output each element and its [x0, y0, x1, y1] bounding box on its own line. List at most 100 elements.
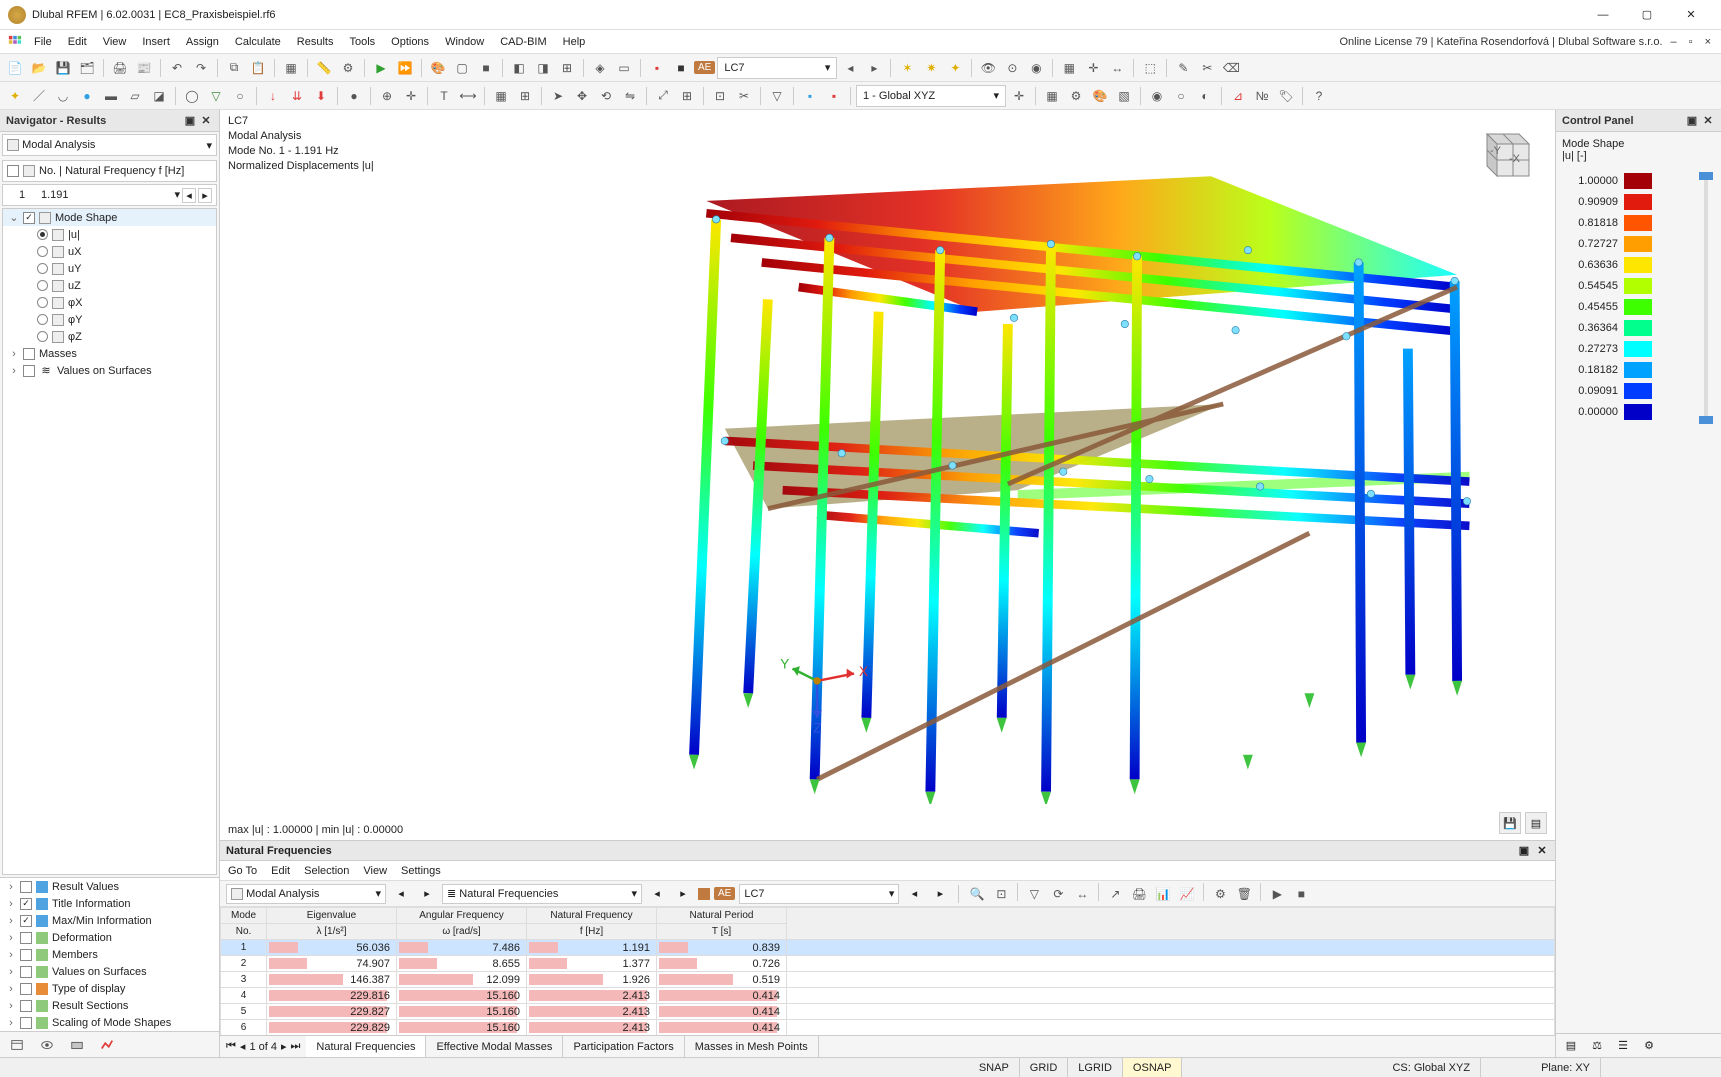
tab-prev-icon[interactable]: ◂: [240, 1040, 246, 1053]
freq-prev-icon[interactable]: ◂: [182, 188, 196, 203]
sq3-icon[interactable]: ▪: [799, 85, 821, 107]
ax-icon[interactable]: ⊿: [1227, 85, 1249, 107]
print-icon[interactable]: 🖨: [109, 57, 131, 79]
freq-cfg-icon[interactable]: ⚙: [1209, 883, 1231, 905]
nav-tab-display-icon[interactable]: [36, 1034, 58, 1056]
tab-next-icon[interactable]: ▸: [281, 1040, 287, 1053]
view3-icon[interactable]: ⊞: [556, 57, 578, 79]
axes-icon[interactable]: ✛: [1082, 57, 1104, 79]
navbottom-values-on-surfaces[interactable]: ›Values on Surfaces: [0, 963, 219, 980]
sq1-icon[interactable]: ▪: [646, 57, 668, 79]
freq-tab-natural-frequencies[interactable]: Natural Frequencies: [306, 1035, 426, 1057]
vos-check[interactable]: [23, 365, 35, 377]
mdi-close[interactable]: ×: [1701, 36, 1715, 48]
radio-5[interactable]: [37, 314, 48, 325]
opening-icon[interactable]: ◯: [181, 85, 203, 107]
freq-zoom-sel-icon[interactable]: 🔍: [966, 883, 988, 905]
arrow-icon[interactable]: ➤: [547, 85, 569, 107]
freq-next3-icon[interactable]: ▸: [929, 883, 951, 905]
redo-icon[interactable]: ↷: [190, 57, 212, 79]
menu-insert[interactable]: Insert: [134, 30, 178, 53]
radio-2[interactable]: [37, 263, 48, 274]
freq-stop-icon[interactable]: ■: [1290, 883, 1312, 905]
status-grid[interactable]: GRID: [1020, 1058, 1069, 1077]
freq-next1-icon[interactable]: ▸: [416, 883, 438, 905]
clip-icon[interactable]: ✂: [733, 85, 755, 107]
arc-icon[interactable]: ◡: [52, 85, 74, 107]
tree-component-u[interactable]: |u|: [3, 226, 216, 243]
mdi-minimize[interactable]: –: [1667, 36, 1681, 48]
nav-tab-views-icon[interactable]: [66, 1034, 88, 1056]
cp-tab-list-icon[interactable]: ☰: [1612, 1035, 1634, 1057]
navbottom-members[interactable]: ›Members: [0, 946, 219, 963]
panel-close-icon[interactable]: ✕: [199, 114, 213, 128]
nav-tab-data-icon[interactable]: [6, 1034, 28, 1056]
cs1-icon[interactable]: ⊕: [376, 85, 398, 107]
tree-component-X[interactable]: φX: [3, 294, 216, 311]
copy-icon[interactable]: ⧉: [223, 57, 245, 79]
block-icon[interactable]: ▦: [280, 57, 302, 79]
freq-undock-icon[interactable]: ▣: [1517, 844, 1531, 858]
wire-icon[interactable]: ▢: [451, 57, 473, 79]
undo-icon[interactable]: ↶: [166, 57, 188, 79]
show3-icon[interactable]: ◐: [1194, 85, 1216, 107]
tree-component-Z[interactable]: φZ: [3, 328, 216, 345]
show2-icon[interactable]: ○: [1170, 85, 1192, 107]
freq-value-row[interactable]: 1 1.191 ▾ ◂ ▸: [2, 184, 217, 206]
menu-view[interactable]: View: [95, 30, 135, 53]
viewiso-icon[interactable]: ◈: [589, 57, 611, 79]
wand-icon[interactable]: ✦: [4, 85, 26, 107]
viewport-legend-icon[interactable]: ▤: [1525, 812, 1547, 834]
menu-help[interactable]: Help: [555, 30, 594, 53]
freq-print-icon[interactable]: 🖨: [1128, 883, 1150, 905]
mode-shape-check[interactable]: ✓: [23, 212, 35, 224]
tree-component-uX[interactable]: uX: [3, 243, 216, 260]
lbl-icon[interactable]: 🏷: [1275, 85, 1297, 107]
view1-icon[interactable]: ◧: [508, 57, 530, 79]
cs2-icon[interactable]: ✛: [400, 85, 422, 107]
load-icon[interactable]: ↓: [262, 85, 284, 107]
undock-icon[interactable]: ▣: [183, 114, 197, 128]
freq-close-icon[interactable]: ✕: [1535, 844, 1549, 858]
lc-combo[interactable]: LC7▾: [717, 57, 837, 79]
radio-0[interactable]: [37, 229, 48, 240]
freq-menu-view[interactable]: View: [363, 865, 387, 877]
freq-anim-icon[interactable]: ▶: [1266, 883, 1288, 905]
star2-icon[interactable]: ✷: [920, 57, 942, 79]
filter-icon[interactable]: ▽: [766, 85, 788, 107]
freq-dropdown-icon[interactable]: ▾: [174, 188, 180, 203]
save-icon[interactable]: 💾: [52, 57, 74, 79]
tree-values-surfaces[interactable]: › ≋ Values on Surfaces: [3, 362, 216, 379]
freq-analysis-combo[interactable]: Modal Analysis▾: [226, 884, 386, 904]
hinge-icon[interactable]: ○: [229, 85, 251, 107]
navbottom-deformation[interactable]: ›Deformation: [0, 929, 219, 946]
freq-export-icon[interactable]: ↗: [1104, 883, 1126, 905]
freq-prev1-icon[interactable]: ◂: [390, 883, 412, 905]
scale-icon[interactable]: ⤢: [652, 85, 674, 107]
status-snap[interactable]: SNAP: [969, 1058, 1020, 1077]
navbottom-max/min-information[interactable]: ›✓Max/Min Information: [0, 912, 219, 929]
maximize-button[interactable]: ▢: [1625, 1, 1669, 29]
tool1-icon[interactable]: ✎: [1172, 57, 1194, 79]
cp-tab-legend-icon[interactable]: ▤: [1560, 1035, 1582, 1057]
new-icon[interactable]: 📄: [4, 57, 26, 79]
grid-icon[interactable]: ▦: [1058, 57, 1080, 79]
vis1-icon[interactable]: 👁: [977, 57, 999, 79]
dim-icon[interactable]: ↔: [1106, 57, 1128, 79]
menu-assign[interactable]: Assign: [178, 30, 227, 53]
navbottom-type-of-display[interactable]: ›Type of display: [0, 980, 219, 997]
loadarea-icon[interactable]: ⬇: [310, 85, 332, 107]
cp-close-icon[interactable]: ✕: [1701, 114, 1715, 128]
lc-prev-icon[interactable]: ◂: [839, 57, 861, 79]
freq-row[interactable]: 274.9078.6551.3770.726: [221, 956, 1555, 972]
measure-icon[interactable]: 📏: [313, 57, 335, 79]
menu-file[interactable]: File: [26, 30, 60, 53]
paste-icon[interactable]: 📋: [247, 57, 269, 79]
sq2-icon[interactable]: ■: [670, 57, 692, 79]
color-icon[interactable]: ▧: [1113, 85, 1135, 107]
move-icon[interactable]: ✥: [571, 85, 593, 107]
saveall-icon[interactable]: 🗂: [76, 57, 98, 79]
mesh-icon[interactable]: ▦: [490, 85, 512, 107]
help-icon[interactable]: ?: [1308, 85, 1330, 107]
view2-icon[interactable]: ◨: [532, 57, 554, 79]
